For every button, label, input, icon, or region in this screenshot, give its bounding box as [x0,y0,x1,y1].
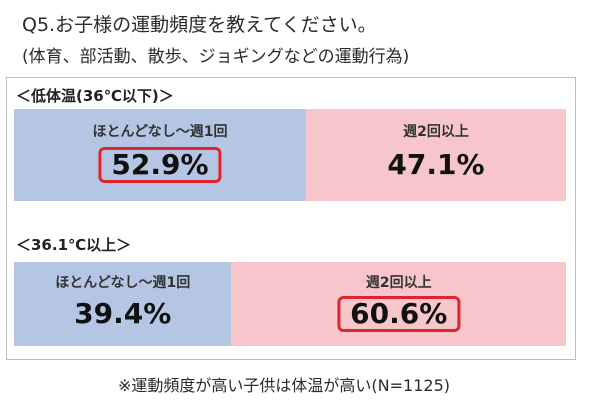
bar-segment: 週2回以上 60.6% [231,262,566,346]
group-label-low-temp: ＜低体温(36℃以下)＞ [16,87,174,105]
footnote: ※運動頻度が高い子供は体温が高い(N=1125) [118,376,450,395]
data-label: 39.4% [74,297,172,330]
segment-label: 週2回以上 [403,124,469,140]
bar-segment: ほとんどなし～週1回 39.4% [14,262,232,346]
bar-segment: ほとんどなし～週1回 52.9% [14,109,306,201]
segment-label: 週2回以上 [365,275,432,291]
segment-label: ほとんどなし～週1回 [92,124,228,140]
data-label: 47.1% [387,148,485,181]
group-label-normal-temp: ＜36.1℃以上＞ [16,236,132,254]
chart-subtitle: (体育、部活動、散歩、ジョギングなどの運動行為) [22,47,410,67]
stacked-bar-normal-temp: ほとんどなし～週1回 39.4% 週2回以上 60.6% [14,262,566,346]
data-label: 52.9% [98,147,222,183]
segment-label: ほとんどなし～週1回 [55,275,191,291]
stacked-bar-low-temp: ほとんどなし～週1回 52.9% 週2回以上 47.1% [14,109,566,201]
bar-segment: 週2回以上 47.1% [306,109,566,201]
data-label: 60.6% [337,296,461,332]
chart-title: Q5.お子様の運動頻度を教えてください。 [22,14,377,36]
